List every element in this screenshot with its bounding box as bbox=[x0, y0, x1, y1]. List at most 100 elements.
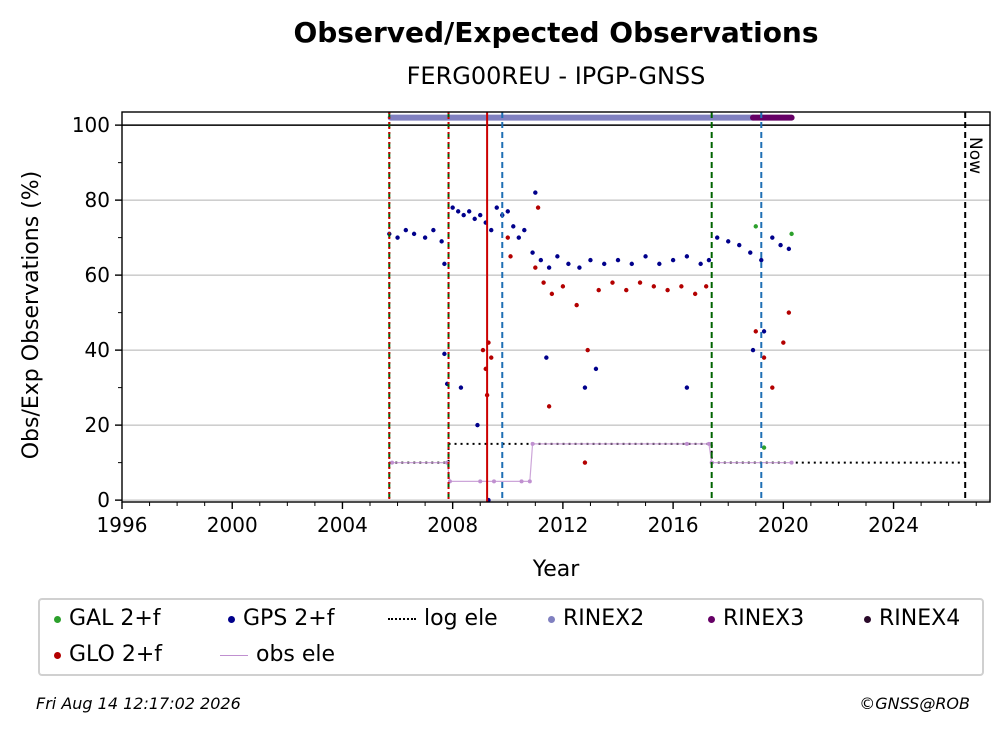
point-obs-ele-7 bbox=[530, 441, 535, 446]
x-tick-label-2: 2004 bbox=[317, 513, 368, 537]
legend-label-obs-ele: obs ele bbox=[256, 642, 336, 667]
point-gps-2-f-37 bbox=[706, 257, 712, 263]
point-gps-2-f-42 bbox=[759, 257, 764, 263]
point-gps-2-f-36 bbox=[698, 261, 703, 267]
point-gps-2-f-10 bbox=[461, 212, 466, 218]
point-glo-2-f-28 bbox=[546, 404, 552, 409]
legend-marker-gps bbox=[228, 615, 235, 623]
series-line-obs-ele bbox=[392, 443, 792, 482]
point-gps-2-f-4 bbox=[422, 235, 428, 240]
x-axis-label: Year bbox=[532, 557, 581, 582]
point-gps-2-f-53 bbox=[582, 385, 588, 390]
plot-frame bbox=[121, 111, 991, 503]
point-gal-2-f-2 bbox=[789, 231, 794, 237]
now-annotation: Now bbox=[965, 137, 985, 174]
point-glo-2-f-24 bbox=[770, 385, 775, 390]
point-gps-2-f-11 bbox=[467, 209, 472, 214]
point-glo-2-f-23 bbox=[761, 355, 767, 360]
legend-item-rinex3: RINEX3 bbox=[708, 606, 804, 631]
point-gps-2-f-16 bbox=[494, 205, 499, 210]
point-gps-2-f-23 bbox=[538, 257, 544, 263]
point-gps-2-f-48 bbox=[458, 385, 464, 390]
point-glo-2-f-6 bbox=[508, 254, 513, 259]
x-tick-label-5: 2016 bbox=[648, 513, 699, 537]
legend-item-obs-ele: obs ele bbox=[220, 642, 335, 667]
point-gps-2-f-8 bbox=[450, 205, 455, 210]
point-gps-2-f-3 bbox=[411, 231, 417, 237]
point-gps-2-f-7 bbox=[442, 261, 447, 267]
point-gps-2-f-25 bbox=[555, 254, 560, 259]
legend-label-rinex2: RINEX2 bbox=[563, 606, 645, 631]
point-gps-2-f-38 bbox=[715, 235, 720, 240]
point-gps-2-f-28 bbox=[588, 257, 593, 263]
legend-marker-rinex2 bbox=[548, 615, 555, 623]
point-obs-ele-5 bbox=[519, 479, 524, 484]
chart-svg: 0 20 40 60 80 100 1996 2000 2004 2008 2012 2016 2020… bbox=[19, 111, 991, 582]
y-axis-label: Obs/Exp Observations (%) bbox=[19, 171, 44, 460]
point-gps-2-f-26 bbox=[566, 261, 571, 267]
point-gps-2-f-45 bbox=[786, 246, 792, 252]
grid-layer bbox=[122, 124, 990, 501]
y-tick-label-1: 20 bbox=[85, 413, 110, 437]
legend-label-rinex3: RINEX3 bbox=[723, 606, 805, 631]
x-tick-label-1: 2000 bbox=[207, 513, 258, 537]
point-gps-2-f-52 bbox=[544, 355, 549, 360]
point-gps-2-f-46 bbox=[442, 351, 447, 357]
legend-label-gps: GPS 2+f bbox=[243, 606, 335, 631]
legend-label-log-ele: log ele bbox=[424, 606, 498, 631]
point-obs-ele-8 bbox=[684, 441, 689, 446]
x-tick-label-3: 2008 bbox=[427, 513, 478, 537]
point-gps-2-f-30 bbox=[615, 257, 621, 263]
point-glo-2-f-25 bbox=[781, 340, 786, 345]
point-glo-2-f-11 bbox=[574, 302, 579, 308]
point-gps-2-f-12 bbox=[472, 216, 477, 222]
point-obs-ele-11 bbox=[789, 460, 794, 465]
y-tick-label-0: 0 bbox=[97, 488, 110, 512]
point-gps-2-f-5 bbox=[431, 227, 436, 233]
point-glo-2-f-15 bbox=[624, 287, 629, 293]
point-gal-2-f-1 bbox=[761, 445, 767, 450]
point-gps-2-f-18 bbox=[505, 209, 510, 214]
point-gps-2-f-19 bbox=[511, 224, 516, 229]
y-tick-label-3: 60 bbox=[85, 263, 110, 287]
series-line-log-ele bbox=[389, 442, 966, 464]
legend-item-glo: GLO 2+f bbox=[54, 642, 162, 667]
x-tick-label-0: 1996 bbox=[97, 513, 148, 537]
point-obs-ele-4 bbox=[492, 479, 496, 484]
vline-layer bbox=[388, 112, 967, 502]
point-glo-2-f-26 bbox=[786, 310, 792, 315]
legend-item-gps: GPS 2+f bbox=[228, 606, 334, 631]
point-gps-2-f-40 bbox=[737, 242, 742, 248]
point-gps-2-f-57 bbox=[761, 329, 767, 334]
y-tick-label-4: 80 bbox=[85, 188, 110, 212]
point-glo-2-f-7 bbox=[533, 265, 538, 270]
point-gps-2-f-21 bbox=[522, 227, 527, 233]
point-gps-2-f-13 bbox=[478, 212, 483, 218]
point-glo-2-f-5 bbox=[505, 235, 510, 240]
footer-credit: ©GNSS@ROB bbox=[859, 694, 970, 713]
point-gps-2-f-9 bbox=[455, 209, 461, 214]
point-glo-2-f-29 bbox=[582, 460, 588, 465]
point-gps-2-f-51 bbox=[533, 190, 538, 195]
point-glo-2-f-18 bbox=[665, 287, 670, 293]
point-glo-2-f-20 bbox=[692, 291, 698, 297]
point-glo-2-f-10 bbox=[560, 284, 566, 289]
point-glo-2-f-21 bbox=[703, 284, 709, 289]
point-glo-2-f-16 bbox=[637, 280, 643, 285]
legend-item-gal: GAL 2+f bbox=[54, 606, 161, 631]
point-glo-2-f-12 bbox=[585, 347, 590, 353]
point-gps-2-f-35 bbox=[684, 254, 690, 259]
point-gps-2-f-39 bbox=[726, 239, 731, 244]
point-glo-2-f-17 bbox=[651, 284, 657, 289]
x-tick-label-4: 2012 bbox=[537, 513, 588, 537]
point-gps-2-f-15 bbox=[489, 227, 494, 233]
chart-title: Observed/Expected Observations bbox=[293, 16, 819, 49]
point-gps-2-f-56 bbox=[750, 347, 756, 353]
chart-subtitle: FERG00REU - IPGP-GNSS bbox=[406, 62, 706, 90]
point-gps-2-f-33 bbox=[657, 261, 662, 267]
point-obs-ele-6 bbox=[527, 479, 532, 484]
legend-marker-gal bbox=[54, 615, 61, 623]
point-gps-2-f-43 bbox=[770, 235, 775, 240]
point-gps-2-f-31 bbox=[629, 261, 634, 267]
point-glo-2-f-8 bbox=[541, 280, 546, 285]
